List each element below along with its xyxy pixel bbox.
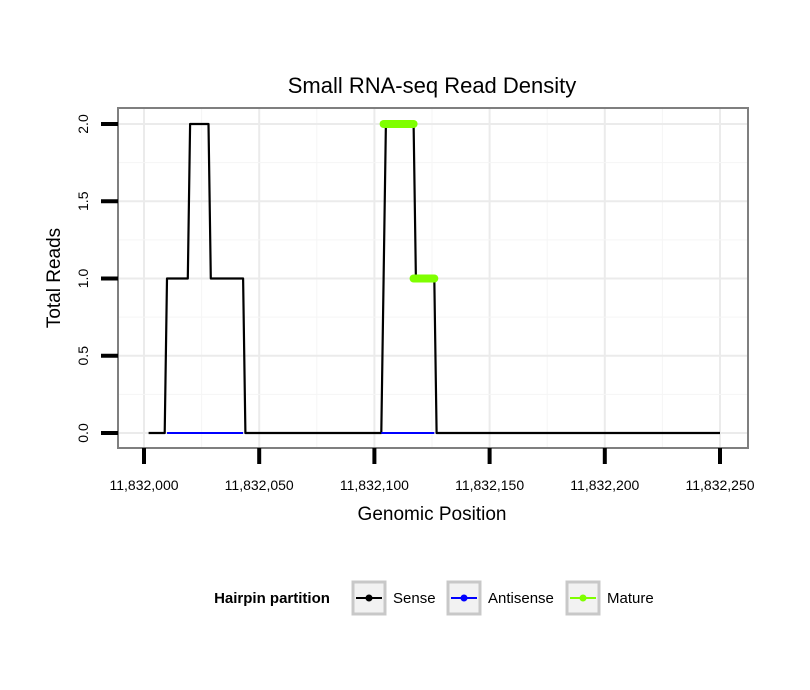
legend-key-point (365, 594, 373, 602)
legend-title: Hairpin partition (214, 590, 330, 607)
y-tick-label: 1.5 (75, 191, 91, 211)
y-tick-label: 2.0 (75, 114, 91, 134)
legend-key-point (460, 594, 468, 602)
y-axis-title: Total Reads (44, 228, 65, 328)
chart-title: Small RNA-seq Read Density (288, 73, 577, 98)
legend-key-point (579, 594, 587, 602)
x-tick-label: 11,832,250 (685, 477, 754, 493)
legend-label: Sense (393, 590, 436, 607)
x-tick-label: 11,832,050 (225, 477, 294, 493)
legend-label: Antisense (488, 590, 554, 607)
legend: Hairpin partition Sense Antisense Mature (214, 580, 654, 616)
x-tick-label: 11,832,100 (340, 477, 409, 493)
legend-label: Mature (607, 590, 654, 607)
x-tick-label: 11,832,000 (109, 477, 178, 493)
x-tick-label: 11,832,150 (455, 477, 524, 493)
plot-series (148, 120, 720, 435)
x-axis: 11,832,000 11,832,050 11,832,100 11,832,150… (109, 448, 755, 493)
x-tick-label: 11,832,200 (570, 477, 639, 493)
x-axis-title: Genomic Position (358, 504, 507, 525)
y-axis: 0.0 0.5 1.0 1.5 2.0 (75, 114, 118, 443)
y-tick-label: 0.0 (75, 423, 91, 443)
y-tick-label: 0.5 (75, 346, 91, 366)
y-tick-label: 1.0 (75, 269, 91, 289)
